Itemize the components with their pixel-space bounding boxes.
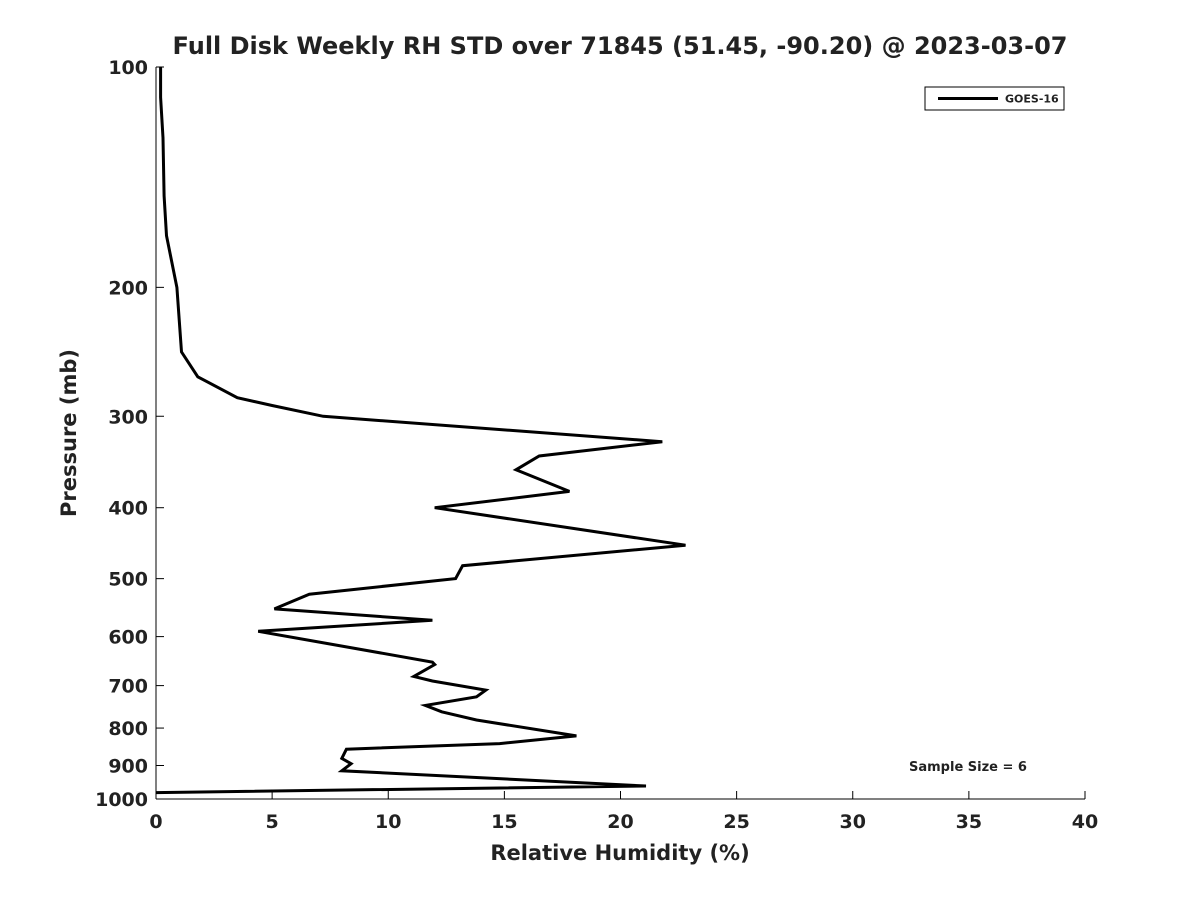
y-tick-label: 600 <box>108 627 148 649</box>
sample-size-annotation: Sample Size = 6 <box>909 760 1027 775</box>
x-axis-label: Relative Humidity (%) <box>490 841 749 865</box>
series-line-goes-16 <box>155 67 686 795</box>
y-axis: 100 200 300 400 500 600 700 800 900 1000 <box>95 57 164 811</box>
chart-title: Full Disk Weekly RH STD over 71845 (51.4… <box>173 32 1068 60</box>
y-tick-label: 800 <box>108 718 148 740</box>
y-tick-label: 100 <box>108 57 148 79</box>
x-tick-label: 10 <box>375 811 401 833</box>
legend: GOES-16 <box>924 86 1065 111</box>
y-tick-label: 200 <box>108 277 148 299</box>
x-tick-label: 25 <box>723 811 749 833</box>
legend-label: GOES-16 <box>1005 93 1059 106</box>
x-tick-label: 15 <box>491 811 517 833</box>
y-tick-label: 700 <box>108 676 148 698</box>
y-tick-label: 1000 <box>95 789 148 811</box>
y-tick-label: 300 <box>108 406 148 428</box>
series-layer <box>155 67 686 795</box>
x-tick-label: 40 <box>1072 811 1098 833</box>
x-tick-label: 20 <box>607 811 633 833</box>
x-tick-label: 5 <box>266 811 279 833</box>
x-tick-label: 0 <box>149 811 162 833</box>
y-tick-label: 500 <box>108 569 148 591</box>
x-tick-label: 35 <box>956 811 982 833</box>
y-axis-label: Pressure (mb) <box>57 349 81 517</box>
y-tick-label: 900 <box>108 756 148 778</box>
x-axis: 0 5 10 15 20 25 30 35 40 <box>149 791 1098 833</box>
y-tick-label: 400 <box>108 498 148 520</box>
x-tick-label: 30 <box>840 811 866 833</box>
